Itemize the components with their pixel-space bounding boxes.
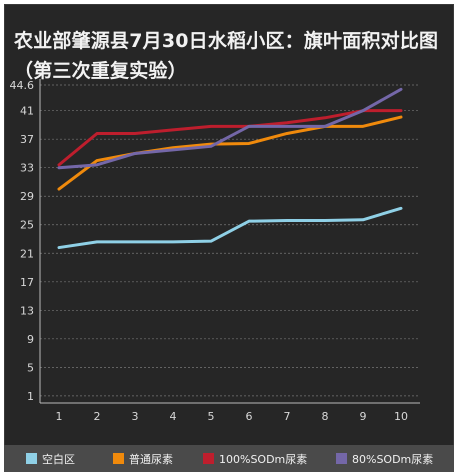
legend-label: 空白区 xyxy=(42,453,75,466)
y-tick-label: 21 xyxy=(20,247,34,260)
legend-swatch xyxy=(26,453,37,464)
legend-label: 80%SODm尿素 xyxy=(352,453,434,466)
legend-swatch xyxy=(336,453,347,464)
legend-item: 100%SODm尿素 xyxy=(203,453,307,467)
y-tick-label: 29 xyxy=(20,190,34,203)
y-tick-label: 13 xyxy=(20,304,34,317)
y-tick-label: 9 xyxy=(27,333,34,346)
x-tick-label: 9 xyxy=(360,410,367,423)
series-line-1 xyxy=(57,206,403,250)
legend-item: 80%SODm尿素 xyxy=(336,453,433,467)
x-tick-label: 6 xyxy=(246,410,253,423)
legend-label: 100%SODm尿素 xyxy=(219,453,308,466)
y-tick-label: 41 xyxy=(20,105,34,118)
x-tick-label: 10 xyxy=(394,410,408,423)
series-line-2 xyxy=(57,115,403,191)
legend-swatch xyxy=(203,453,214,464)
legend-item: 空白区 xyxy=(26,453,75,467)
x-tick-label: 8 xyxy=(322,410,329,423)
legend-label: 普通尿素 xyxy=(129,453,173,466)
x-tick-label: 5 xyxy=(208,410,215,423)
series-line-3 xyxy=(57,109,403,167)
chart-title: 农业部肇源县7月30日水稻小区：旗叶面积对比图（第三次重复实验） xyxy=(14,30,439,82)
chart-panel xyxy=(4,4,454,472)
series-line-4 xyxy=(57,87,403,170)
y-tick-label: 5 xyxy=(27,361,34,374)
y-tick-label: 33 xyxy=(20,162,34,175)
x-tick-label: 4 xyxy=(170,410,177,423)
x-tick-label: 7 xyxy=(284,410,291,423)
y-tick-label: 1 xyxy=(27,390,34,403)
y-tick-label: 37 xyxy=(20,133,34,146)
x-tick-label: 2 xyxy=(94,410,101,423)
legend: 空白区 普通尿素 100%SODm尿素 80%SODm尿素 xyxy=(4,445,454,472)
y-tick-label: 25 xyxy=(20,219,34,232)
y-tick-label: 17 xyxy=(20,276,34,289)
legend-swatch xyxy=(113,453,124,464)
x-tick-label: 3 xyxy=(132,410,139,423)
legend-item: 普通尿素 xyxy=(113,453,173,467)
y-tick-label: 44.6 xyxy=(10,79,35,92)
x-tick-label: 1 xyxy=(56,410,63,423)
